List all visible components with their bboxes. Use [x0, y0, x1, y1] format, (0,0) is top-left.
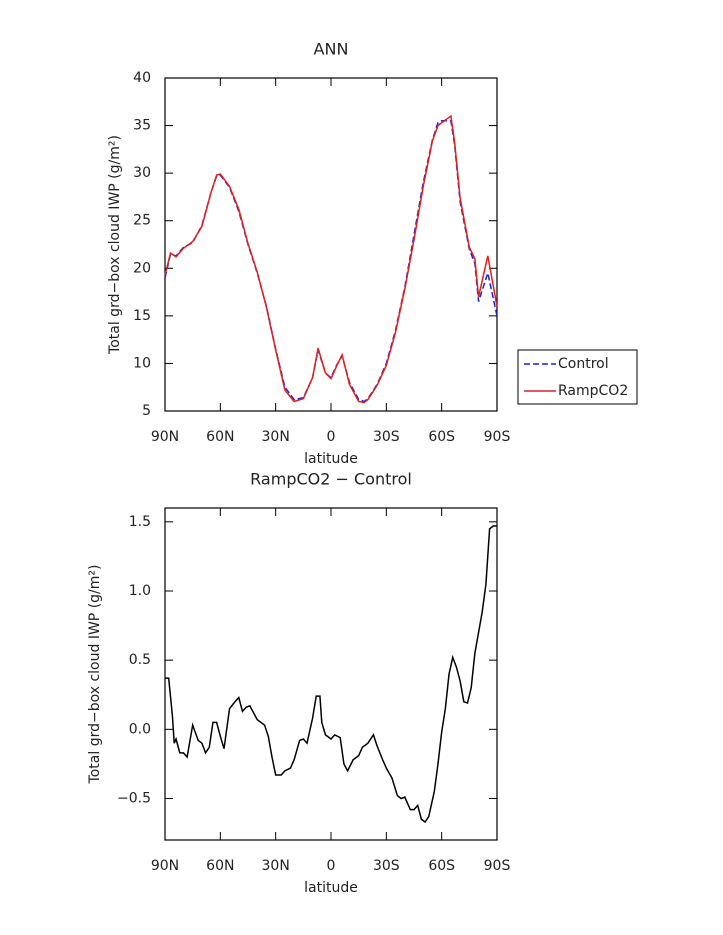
y-tick-label: 10	[133, 355, 151, 371]
legend-label: RampCO2	[558, 383, 628, 399]
y-tick-label: 0.0	[129, 721, 151, 737]
y-tick-label: 1.5	[129, 514, 151, 530]
x-tick-label: 90N	[151, 858, 179, 874]
x-tick-label: 30S	[373, 858, 400, 874]
x-tick-label: 90N	[151, 429, 179, 445]
y-tick-label: 25	[133, 213, 151, 229]
y-tick-label: 40	[133, 70, 151, 86]
y-tick-label: 20	[133, 260, 151, 276]
x-tick-label: 0	[327, 429, 336, 445]
series-line	[164, 120, 498, 403]
y-tick-label: 0.5	[129, 652, 151, 668]
plot-frame	[164, 507, 498, 841]
y-axis-label: Total grd−box cloud IWP (g/m²)	[87, 565, 103, 785]
x-tick-label: 30N	[262, 858, 290, 874]
x-tick-label: 30S	[373, 429, 400, 445]
x-axis-label: latitude	[304, 451, 358, 467]
y-tick-label: 1.0	[129, 583, 151, 599]
x-tick-label: 60S	[428, 429, 455, 445]
plot-frame	[164, 77, 498, 412]
chart-title: RampCO2 − Control	[250, 470, 412, 489]
x-tick-label: 60S	[428, 858, 455, 874]
y-tick-label: 5	[142, 403, 151, 419]
chart-title: ANN	[314, 40, 349, 59]
series-line	[164, 114, 498, 404]
x-tick-label: 60N	[206, 858, 234, 874]
x-axis-label: latitude	[304, 880, 358, 896]
legend-label: Control	[558, 356, 609, 372]
x-tick-label: 0	[327, 858, 336, 874]
y-tick-label: 30	[133, 165, 151, 181]
y-axis-label: Total grd−box cloud IWP (g/m²)	[107, 135, 123, 355]
y-tick-label: 35	[133, 118, 151, 134]
x-tick-label: 30N	[262, 429, 290, 445]
y-tick-label: 15	[133, 308, 151, 324]
x-tick-label: 90S	[484, 429, 511, 445]
legend-box	[517, 349, 638, 405]
y-tick-label: −0.5	[117, 791, 151, 807]
series-line	[165, 525, 497, 824]
x-tick-label: 90S	[484, 858, 511, 874]
x-tick-label: 60N	[206, 429, 234, 445]
